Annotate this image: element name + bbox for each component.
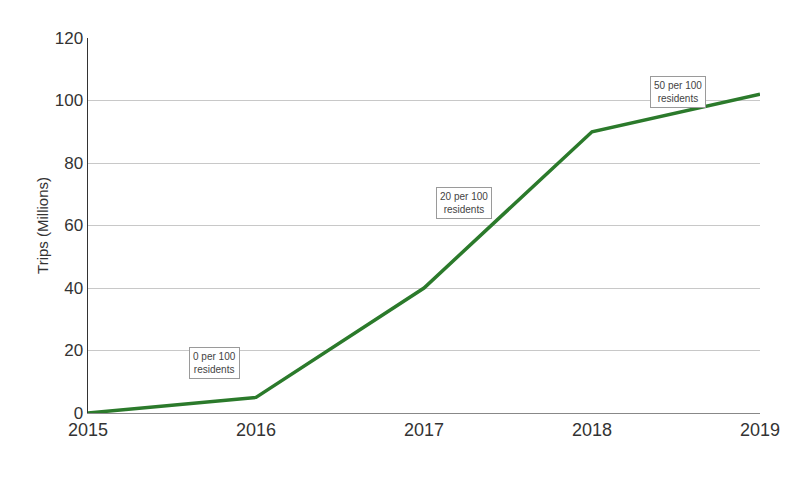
- svg-text:Trips (Millions): Trips (Millions): [34, 177, 51, 274]
- svg-text:2016: 2016: [236, 420, 276, 440]
- svg-text:120: 120: [55, 29, 83, 48]
- svg-text:50 per 100residents: 50 per 100residents: [654, 80, 702, 104]
- svg-text:2017: 2017: [404, 420, 444, 440]
- svg-text:100: 100: [55, 91, 83, 110]
- svg-text:2018: 2018: [572, 420, 612, 440]
- svg-text:20 per 100residents: 20 per 100residents: [440, 191, 488, 215]
- svg-text:60: 60: [64, 216, 83, 235]
- svg-text:0 per 100residents: 0 per 100residents: [193, 351, 236, 375]
- svg-text:2015: 2015: [68, 420, 108, 440]
- svg-text:20: 20: [64, 341, 83, 360]
- svg-text:0: 0: [74, 404, 83, 423]
- svg-text:40: 40: [64, 279, 83, 298]
- svg-text:2019: 2019: [740, 420, 780, 440]
- svg-text:80: 80: [64, 154, 83, 173]
